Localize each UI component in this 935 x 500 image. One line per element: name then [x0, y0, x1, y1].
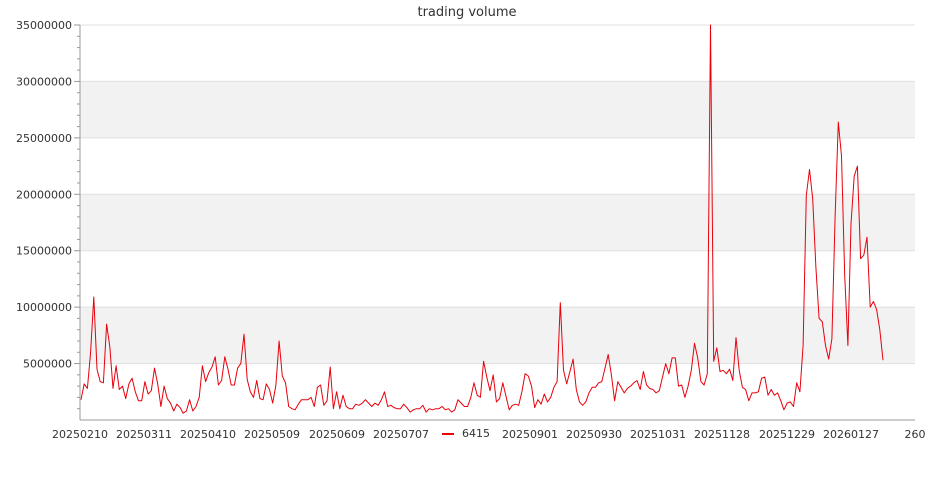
y-tick-label: 25000000 — [16, 132, 72, 145]
y-tick-label: 30000000 — [16, 75, 72, 88]
x-tick-label: 260 — [905, 428, 926, 441]
grid-band — [80, 81, 915, 138]
y-tick-label: 20000000 — [16, 188, 72, 201]
y-tick-label: 35000000 — [16, 19, 72, 32]
legend: 6415 — [442, 427, 490, 440]
y-axis-ticks: 5000000 10000000 15000000 20000000 25000000 3… — [16, 19, 80, 410]
x-tick-label: 20250901 — [502, 428, 558, 441]
legend-label: 6415 — [462, 427, 490, 440]
x-tick-label: 20251128 — [694, 428, 750, 441]
series-line-6415 — [80, 24, 884, 414]
grid-bands — [80, 81, 915, 364]
x-tick-label: 20250210 — [52, 428, 108, 441]
y-tick-label: 5000000 — [23, 358, 72, 371]
chart-title: trading volume — [417, 5, 516, 20]
x-tick-label: 20250609 — [309, 428, 365, 441]
x-tick-label: 20250930 — [566, 428, 622, 441]
grid-lines — [80, 24, 915, 365]
x-tick-label: 20250707 — [373, 428, 429, 441]
y-tick-label: 10000000 — [16, 301, 72, 314]
grid-band — [80, 194, 915, 251]
x-tick-label: 20250509 — [244, 428, 300, 441]
y-tick-label: 15000000 — [16, 245, 72, 258]
grid-band — [80, 307, 915, 364]
x-tick-label: 20251229 — [759, 428, 815, 441]
x-tick-label: 20251031 — [630, 428, 686, 441]
x-tick-label: 20250410 — [180, 428, 236, 441]
x-tick-label: 20250311 — [116, 428, 172, 441]
x-axis-ticks: 20250210 20250311 20250410 20250509 20250609… — [52, 428, 926, 441]
series-layer — [80, 24, 884, 414]
x-tick-label: 20260127 — [823, 428, 879, 441]
